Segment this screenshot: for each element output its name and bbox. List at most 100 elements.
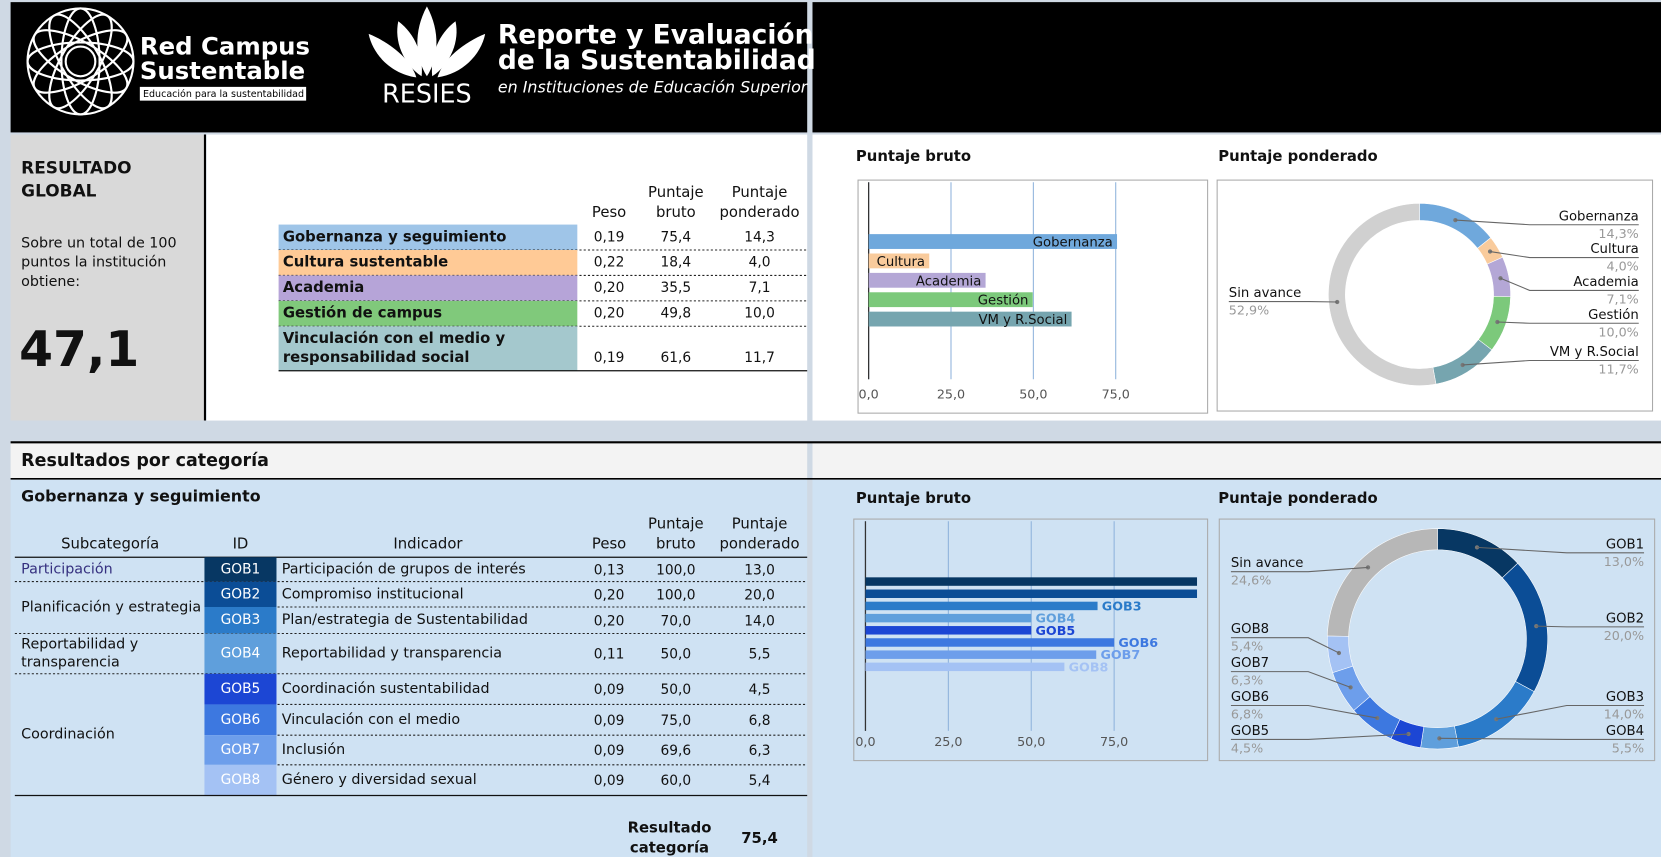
- bar: [865, 613, 1032, 623]
- cell: 20,0: [744, 587, 775, 603]
- cell: 4,5: [749, 682, 771, 698]
- leader-line: [1500, 277, 1639, 291]
- cell: 61,6: [661, 350, 692, 366]
- cell: 0,19: [594, 350, 625, 366]
- slice-label: Sin avance: [1231, 556, 1304, 571]
- donut-slice: [1328, 203, 1437, 386]
- bar: [865, 601, 1098, 611]
- x-tick-label: 75,0: [1100, 734, 1128, 749]
- global-text: obtiene:: [21, 274, 80, 290]
- indicator: Reportabilidad y transparencia: [282, 646, 502, 662]
- column-header: Peso: [592, 535, 626, 552]
- row-label: Cultura sustentable: [283, 254, 448, 271]
- indicator: Vinculación con el medio: [282, 712, 460, 728]
- bar-label: Gestión: [978, 293, 1029, 309]
- chart-frame: [853, 518, 1209, 762]
- row-label: Gestión de campus: [283, 305, 442, 322]
- logo-text: RESIES: [382, 78, 472, 108]
- subcategory: Coordinación: [21, 727, 115, 743]
- slice-value-label: 7,1%: [1606, 291, 1638, 306]
- subcategory: Reportabilidad y: [21, 637, 139, 653]
- slice-value-label: 13,0%: [1604, 554, 1644, 569]
- column-header: Peso: [592, 204, 626, 221]
- bar-label: Gobernanza: [1033, 236, 1113, 251]
- header-right: [812, 2, 1661, 133]
- id-label: GOB1: [221, 561, 261, 577]
- logo-text: Sustentable: [140, 56, 305, 85]
- chart-title: Puntaje bruto: [856, 148, 971, 165]
- chart-frame: [857, 179, 1209, 414]
- cell: 6,3: [749, 743, 771, 759]
- cell: 100,0: [656, 587, 695, 603]
- id-cell: [204, 557, 277, 582]
- result-label: categoría: [630, 840, 709, 857]
- global-title: RESULTADO: [21, 157, 131, 177]
- cell: 0,19: [594, 229, 625, 245]
- leader-line: [1230, 733, 1409, 740]
- global-box: [10, 134, 205, 421]
- column-header: ponderado: [719, 204, 799, 221]
- x-tick-label: 50,0: [1019, 387, 1047, 402]
- bar-label: GOB3: [1102, 598, 1142, 613]
- slice-label: Academia: [1573, 275, 1638, 290]
- cell: 100,0: [656, 562, 695, 578]
- id-cell: [204, 606, 277, 634]
- x-tick-label: 25,0: [937, 387, 965, 402]
- cell: 7,1: [749, 280, 771, 296]
- id-cell: [204, 735, 277, 765]
- cell: 0,20: [594, 306, 625, 322]
- id-cell: [204, 581, 277, 607]
- leader-line: [1496, 704, 1645, 720]
- bar: [868, 272, 986, 288]
- slice-label: GOB2: [1606, 611, 1644, 626]
- slice-value-label: 4,0%: [1606, 259, 1638, 274]
- global-text: Sobre un total de 100: [21, 236, 176, 252]
- section-bar: [10, 441, 808, 479]
- indicator: Género y diversidad sexual: [282, 772, 477, 788]
- slice-label: GOB8: [1231, 622, 1269, 637]
- column-header: bruto: [656, 535, 696, 552]
- leader-line: [1230, 704, 1378, 719]
- leader-line: [1497, 321, 1639, 324]
- bar-label: GOB6: [1118, 635, 1158, 650]
- id-label: GOB2: [221, 586, 261, 602]
- row-label-bg: [278, 326, 578, 371]
- slice-value-label: 14,0%: [1604, 707, 1644, 722]
- slice-value-label: 52,9%: [1229, 303, 1269, 318]
- bar-label: Cultura: [877, 255, 925, 270]
- global-title: GLOBAL: [21, 181, 97, 201]
- bar: [865, 626, 1032, 635]
- bar: [868, 253, 930, 269]
- id-label: GOB5: [221, 681, 261, 697]
- indicator: Coordinación sustentabilidad: [282, 681, 490, 697]
- slice-label: VM y R.Social: [1550, 345, 1639, 360]
- cell: 35,5: [661, 280, 692, 296]
- column-header: Puntaje: [732, 515, 788, 532]
- id-label: GOB3: [221, 612, 261, 628]
- cell: 70,0: [661, 613, 692, 629]
- cell: 0,20: [594, 280, 625, 296]
- row-label: Vinculación con el medio y: [283, 330, 506, 347]
- slice-value-label: 6,8%: [1231, 707, 1263, 722]
- leader-dot: [1348, 685, 1353, 690]
- slice-value-label: 5,5%: [1612, 740, 1644, 755]
- indicator: Plan/estrategia de Sustentabilidad: [282, 612, 528, 628]
- red-campus-logo: [26, 7, 135, 116]
- bar-label: GOB5: [1035, 623, 1075, 638]
- slice-label: GOB6: [1231, 690, 1269, 705]
- cell: 0,09: [594, 773, 625, 789]
- row-label: responsabilidad social: [283, 349, 470, 366]
- bar: [865, 589, 1198, 598]
- slice-value-label: 6,3%: [1231, 673, 1263, 688]
- bar: [868, 234, 1118, 249]
- header-subtitle: en Instituciones de Educación Superior: [498, 77, 809, 96]
- chart-frame: [1218, 518, 1656, 762]
- slice-value-label: 10,0%: [1598, 324, 1638, 339]
- cell: 5,4: [749, 773, 771, 789]
- bar-label: VM y R.Social: [978, 313, 1067, 328]
- x-tick-label: 0,0: [859, 387, 879, 402]
- row-label-bg: [278, 275, 578, 301]
- cell: 4,0: [749, 255, 771, 271]
- slice-label: Gestión: [1588, 307, 1639, 323]
